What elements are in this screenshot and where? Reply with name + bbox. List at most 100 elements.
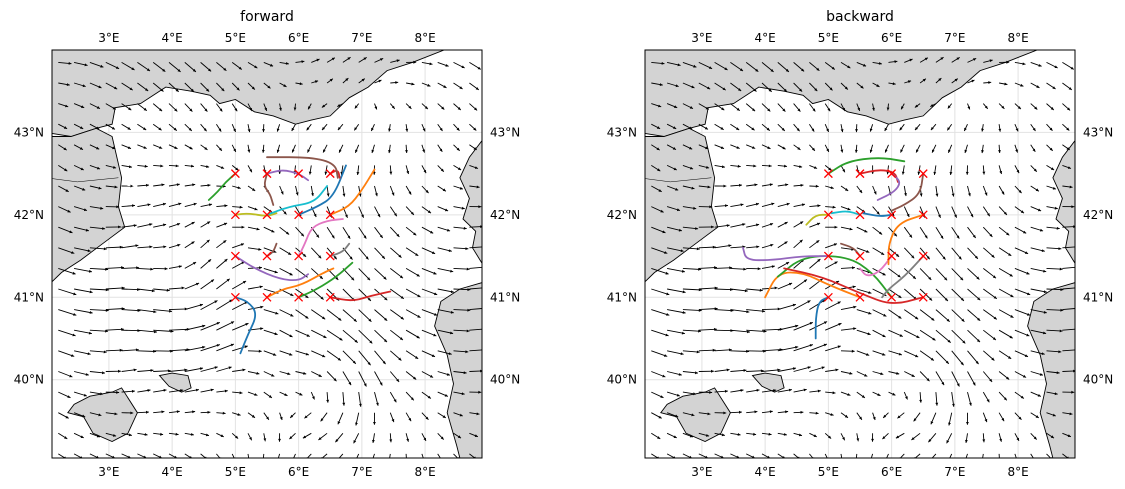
- current-arrow: [1046, 103, 1055, 111]
- current-arrow: [58, 267, 76, 275]
- current-arrow: [793, 321, 813, 331]
- current-arrow: [121, 204, 136, 208]
- current-arrow: [900, 103, 905, 110]
- current-arrow: [168, 62, 181, 73]
- current-arrow: [453, 206, 465, 210]
- current-arrow: [911, 432, 921, 441]
- current-arrow: [714, 411, 727, 415]
- release-point-marker: [262, 292, 272, 302]
- current-arrow: [872, 412, 876, 421]
- release-point-marker: [325, 210, 335, 220]
- current-arrow: [935, 185, 939, 197]
- current-arrow: [1046, 185, 1057, 190]
- current-arrow: [216, 103, 223, 112]
- current-arrow: [200, 321, 220, 331]
- current-arrow: [983, 247, 995, 258]
- map-panel-forward: forward 3°E 3°E 4°E 4°E 5°E 5°E 6°E 6°E 7°E 7°E 8°…: [14, 9, 521, 479]
- current-arrow: [311, 371, 322, 378]
- current-arrow: [105, 369, 121, 373]
- current-arrow: [928, 433, 937, 443]
- current-arrow: [421, 433, 427, 442]
- current-arrow: [326, 392, 330, 403]
- current-arrow: [153, 329, 174, 333]
- current-arrow: [651, 123, 661, 130]
- current-arrow: [714, 82, 726, 91]
- current-arrow: [964, 144, 968, 154]
- current-arrow: [184, 303, 204, 311]
- current-arrow: [872, 329, 886, 338]
- current-arrow: [745, 62, 759, 72]
- current-arrow: [105, 432, 117, 437]
- current-arrow: [121, 103, 132, 111]
- current-arrow: [1014, 329, 1030, 337]
- current-arrow: [746, 223, 760, 228]
- current-arrow: [279, 268, 293, 276]
- current-arrow: [935, 247, 946, 260]
- current-arrow: [73, 412, 86, 418]
- current-arrow: [698, 144, 709, 150]
- current-arrow: [793, 203, 806, 208]
- trajectory-line: [783, 267, 925, 304]
- current-arrow: [840, 226, 853, 231]
- current-arrow: [761, 103, 771, 112]
- current-arrow: [406, 82, 415, 86]
- current-arrow: [651, 371, 666, 378]
- lon-tick-label-bottom: 4°E: [755, 465, 776, 479]
- current-arrow: [777, 103, 786, 112]
- current-arrow: [279, 391, 288, 397]
- current-arrow: [358, 78, 366, 84]
- current-arrow: [153, 288, 170, 292]
- current-arrow: [903, 206, 910, 218]
- current-arrow: [730, 203, 744, 208]
- current-arrow: [168, 432, 179, 436]
- current-arrow: [1062, 328, 1075, 331]
- current-arrow: [935, 77, 942, 84]
- current-arrow: [793, 103, 801, 112]
- current-arrow: [1014, 206, 1025, 214]
- current-arrow: [856, 185, 863, 194]
- current-arrow: [1014, 391, 1025, 399]
- current-arrow: [338, 144, 344, 153]
- current-arrow: [651, 350, 668, 357]
- current-arrow: [682, 391, 697, 396]
- current-arrow: [1030, 123, 1036, 132]
- current-arrow: [998, 350, 1012, 360]
- current-arrow: [998, 309, 1014, 318]
- current-arrow: [1030, 288, 1047, 294]
- current-arrow: [58, 412, 69, 419]
- current-arrow: [1062, 412, 1073, 416]
- current-arrow: [326, 350, 342, 361]
- current-arrow: [919, 57, 929, 63]
- current-arrow: [884, 123, 889, 132]
- current-arrow: [74, 247, 91, 253]
- current-arrow: [247, 144, 251, 153]
- current-arrow: [840, 412, 849, 419]
- current-arrow: [390, 268, 404, 279]
- release-point-marker: [230, 210, 240, 220]
- current-arrow: [421, 61, 433, 66]
- current-arrow: [777, 144, 786, 150]
- release-point-marker: [823, 292, 833, 302]
- current-arrow: [698, 391, 713, 394]
- current-arrow: [405, 206, 415, 216]
- current-arrow: [121, 389, 135, 393]
- current-arrow: [372, 433, 375, 443]
- lon-tick-label-bottom: 8°E: [414, 465, 435, 479]
- current-arrow: [714, 103, 725, 111]
- current-arrow: [1062, 123, 1070, 131]
- current-arrow: [374, 268, 387, 280]
- current-arrow: [405, 350, 419, 360]
- current-arrow: [247, 391, 258, 396]
- current-arrow: [666, 185, 679, 191]
- current-arrow: [1030, 329, 1047, 335]
- current-arrow: [358, 268, 371, 281]
- current-arrow: [373, 412, 376, 425]
- current-arrow: [74, 61, 88, 67]
- current-arrow: [745, 82, 757, 92]
- current-arrow: [89, 391, 104, 396]
- trajectory-line: [263, 172, 275, 206]
- current-arrow: [698, 369, 714, 373]
- current-arrow: [1062, 103, 1071, 111]
- current-arrow: [89, 144, 100, 150]
- current-arrow: [888, 391, 896, 396]
